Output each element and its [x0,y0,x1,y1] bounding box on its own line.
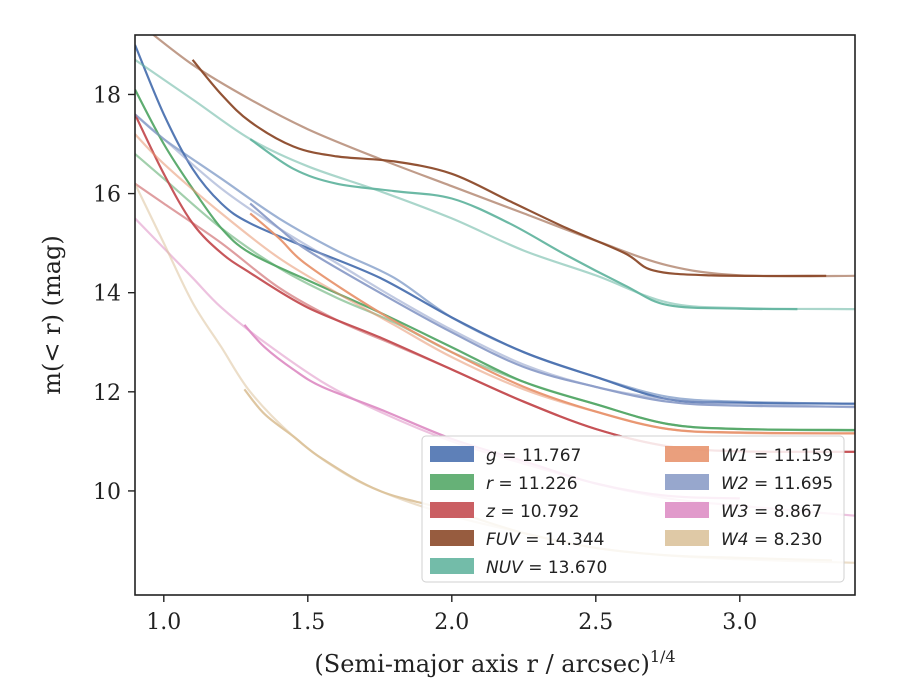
series-w1-profile-line [249,212,855,435]
y-tick-label: 10 [93,480,121,505]
x-tick-label: 2.0 [434,610,469,635]
series-z-fit-line [135,182,855,453]
legend-swatch-fuv [430,530,474,546]
series-w2-profile-line [249,202,855,408]
x-tick-label: 1.5 [290,610,325,635]
series-nuv-profile-line [249,138,798,311]
legend-label-w2: W2 = 11.695 [721,474,833,494]
legend-swatch-g [430,446,474,462]
legend-label-w4: W4 = 8.230 [721,530,822,550]
legend-box [421,435,845,583]
legend-swatch-nuv [430,558,474,574]
legend-label-nuv: NUV = 13.670 [486,558,607,578]
legend-swatch-w3 [665,502,709,518]
series-fuv-profile-line [191,59,827,278]
series-w2-fit-line [135,113,855,409]
series-g-fit-line [135,113,855,405]
y-tick-label: 18 [93,83,121,108]
y-axis-label-text: m(< r) (mag) [38,235,66,394]
axis-ticks: 1.0 1.5 2.0 2.5 3.0 10 12 14 16 18 [93,83,757,635]
legend: g = 11.767 r = 11.226 z = 10.792 FUV = 14.3… [421,435,845,583]
legend-swatch-z [430,502,474,518]
x-tick-label: 3.0 [722,610,757,635]
legend-swatch-w1 [665,446,709,462]
y-tick-label: 14 [93,282,121,307]
legend-label-r: r = 11.226 [486,474,578,494]
y-tick-label: 16 [93,183,121,208]
series-g-profile-line [135,44,855,405]
legend-swatch-w4 [665,530,709,546]
x-axis-label: (Semi-major axis r / arcsec)1/4 [314,647,675,678]
x-axis-label-main: (Semi-major axis r / arcsec) [314,650,649,678]
plot-frame [134,34,856,596]
legend-label-z: z = 10.792 [485,502,579,522]
x-tick-label: 1.0 [146,610,181,635]
legend-label-w3: W3 = 8.867 [721,502,822,522]
legend-label-fuv: FUV = 14.344 [486,530,604,550]
legend-swatch-w2 [665,474,709,490]
legend-swatch-r [430,474,474,490]
series-fuv-fit-line [151,35,855,278]
series-nuv-fit-line [135,58,855,311]
legend-label-w1: W1 = 11.159 [721,446,833,466]
y-axis-label: m(< r) (mag) [38,235,66,394]
y-tick-label: 12 [93,381,121,406]
x-axis-label-superscript: 1/4 [650,647,676,666]
legend-label-g: g = 11.767 [486,446,581,466]
x-tick-label: 2.5 [578,610,613,635]
